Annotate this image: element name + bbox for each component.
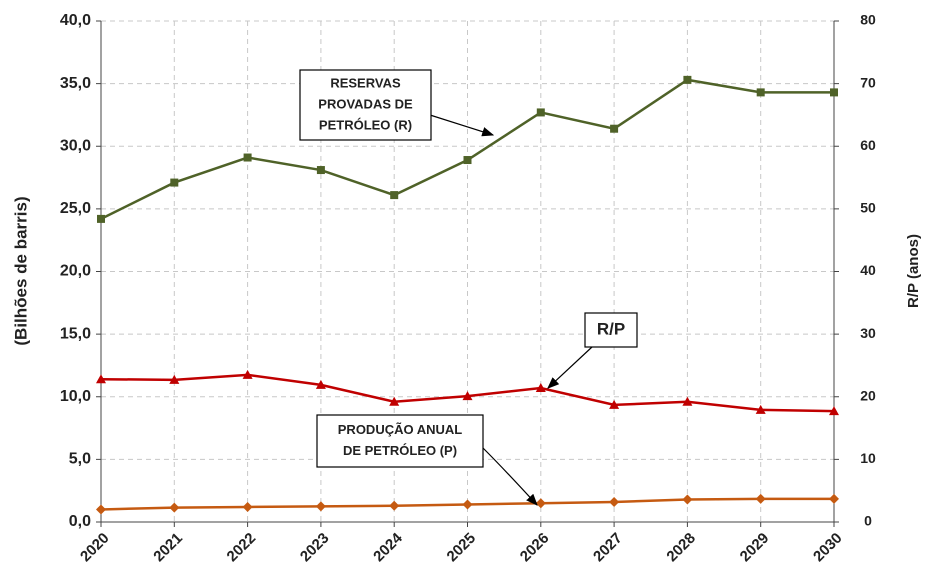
marker [683,75,692,84]
x-tick-label: 2026 [517,530,553,566]
marker [242,369,253,379]
x-tick-label: 2030 [810,530,846,566]
marker [610,124,619,133]
y-tick-label: 35,0 [60,75,91,92]
y-tick-label: 15,0 [60,325,91,342]
y2-axis-label: R/P (anos) [905,234,922,308]
marker [169,374,180,384]
y2-tick-label: 0 [864,513,872,529]
marker [242,501,253,512]
y2-tick-label: 50 [860,200,876,216]
x-tick-label: 2020 [77,530,113,566]
x-tick-label: 2025 [444,530,480,566]
marker [609,496,620,507]
x-tick-label: 2022 [224,530,260,566]
marker [682,396,693,406]
marker [96,374,106,384]
y2-tick-label: 10 [860,450,876,466]
annotation-box [316,414,484,468]
y2-tick-label: 40 [860,262,876,278]
marker [755,493,766,504]
annotation-arrow [429,114,495,137]
marker [609,399,620,409]
annotation-text: DE PETRÓLEO (P) [343,443,457,458]
marker [462,499,473,510]
y2-tick-label: 20 [860,387,876,403]
marker [830,88,838,97]
x-tick-label: 2024 [370,529,406,565]
annotation-arrow [547,346,593,389]
y2-tick-label: 60 [860,137,876,153]
marker [169,502,180,513]
marker [389,500,400,511]
x-tick-label: 2029 [737,530,773,566]
y-tick-label: 30,0 [60,137,91,154]
marker [462,391,473,401]
y-tick-label: 25,0 [60,200,91,217]
marker [829,493,839,504]
marker [316,166,325,175]
x-tick-label: 2027 [590,530,626,566]
x-tick-label: 2028 [663,530,699,566]
marker [315,501,326,512]
marker [96,504,106,515]
marker [390,191,399,200]
y-tick-label: 10,0 [60,388,91,405]
marker [536,108,545,117]
y2-tick-label: 30 [860,325,876,341]
annotation-text: RESERVAS [330,75,401,90]
annotation-text: R/P [597,319,625,338]
marker [170,178,179,187]
annotation-box [584,312,638,348]
y2-tick-label: 80 [860,12,876,28]
annotation-text: PROVADAS DE [318,96,413,111]
annotation-text: PETRÓLEO (R) [319,117,412,132]
y-tick-label: 5,0 [69,451,91,468]
x-tick-label: 2023 [297,530,333,566]
y-axis-label: (Bilhões de barris) [11,196,30,345]
marker [535,498,546,509]
y-tick-label: 20,0 [60,263,91,280]
y2-tick-label: 70 [860,74,876,90]
marker [756,88,765,97]
marker [755,404,766,414]
y-tick-label: 40,0 [60,12,91,29]
marker [97,214,105,223]
marker [389,396,400,406]
y-tick-label: 0,0 [69,513,91,530]
marker [829,406,839,416]
marker [315,379,326,389]
x-tick-label: 2021 [150,530,186,566]
annotation-box [299,69,432,141]
marker [243,153,252,162]
annotation-arrow [482,447,538,506]
marker [682,494,693,505]
annotation-text: PRODUÇÃO ANUAL [338,422,463,437]
marker [535,382,546,392]
marker [463,156,472,165]
